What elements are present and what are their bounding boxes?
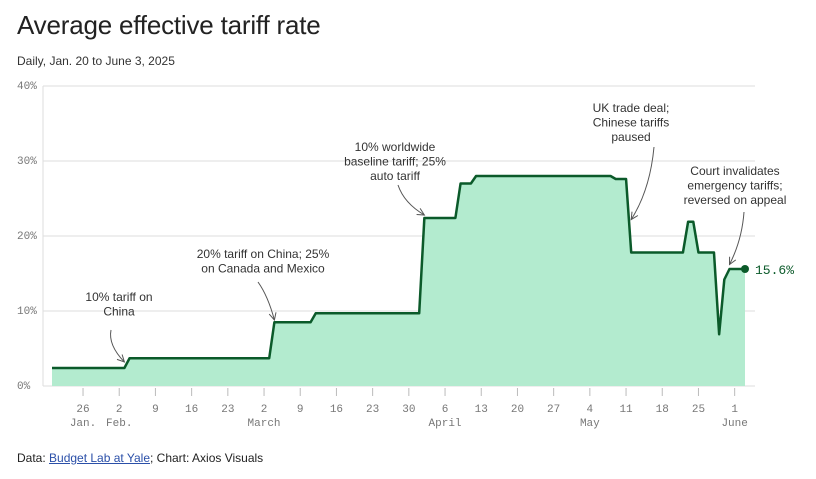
- x-month-label: May: [580, 418, 600, 430]
- x-tick-label: 20: [511, 404, 524, 416]
- annotation-text: 20% tariff on China; 25%: [197, 247, 330, 261]
- arrowhead-icon: [728, 256, 737, 266]
- x-tick-label: 11: [619, 404, 633, 416]
- x-tick-label: 13: [475, 404, 488, 416]
- annotation-arrow: [630, 146, 655, 220]
- x-tick-label: 2: [261, 404, 268, 416]
- annotation-text: paused: [611, 130, 650, 144]
- y-tick-label: 20%: [17, 231, 37, 243]
- x-tick-label: 4: [587, 404, 594, 416]
- annotation-text: Court invalidates: [690, 164, 779, 178]
- source-link[interactable]: Budget Lab at Yale: [49, 451, 150, 465]
- source-line: Data: Budget Lab at Yale; Chart: Axios V…: [17, 451, 263, 465]
- x-tick-label: 1: [731, 404, 738, 416]
- x-tick-label: 23: [366, 404, 379, 416]
- chart-subtitle: Daily, Jan. 20 to June 3, 2025: [17, 54, 175, 68]
- x-tick-label: 18: [656, 404, 669, 416]
- x-month-label: Feb.: [106, 418, 132, 430]
- annotation-arrow: [729, 211, 745, 265]
- y-tick-label: 10%: [17, 306, 37, 318]
- area-fill: [52, 176, 745, 386]
- annotation-text: reversed on appeal: [684, 193, 787, 207]
- x-tick-label: 9: [152, 404, 159, 416]
- annotation-text: on Canada and Mexico: [201, 262, 325, 276]
- annotation-text: UK trade deal;: [593, 101, 670, 115]
- annotation-text: auto tariff: [370, 169, 420, 183]
- annotation-text: China: [103, 305, 135, 319]
- x-tick-label: 6: [442, 404, 449, 416]
- source-prefix: Data:: [17, 451, 50, 465]
- end-point: [741, 265, 749, 273]
- chart-title: Average effective tariff rate: [17, 10, 321, 40]
- annotation: 20% tariff on China; 25%on Canada and Me…: [197, 247, 330, 322]
- series-line: [52, 174, 745, 370]
- x-tick-label: 25: [692, 404, 705, 416]
- arrowhead-icon: [268, 312, 277, 322]
- annotation-arrow: [110, 329, 125, 363]
- source-suffix: ; Chart: Axios Visuals: [150, 451, 264, 465]
- annotation-text: Chinese tariffs: [593, 116, 669, 130]
- annotation-text: 10% worldwide: [355, 140, 436, 154]
- x-tick-label: 16: [185, 404, 198, 416]
- x-month-label: April: [429, 418, 462, 430]
- end-value-label: 15.6%: [755, 263, 794, 278]
- x-month-label: June: [721, 418, 747, 430]
- annotation-text: emergency tariffs;: [687, 179, 782, 193]
- annotation-text: 10% tariff on: [85, 290, 152, 304]
- x-tick-label: 16: [330, 404, 343, 416]
- y-tick-label: 40%: [17, 81, 37, 93]
- x-month-label: Jan.: [70, 418, 96, 430]
- y-tick-label: 0%: [17, 381, 31, 393]
- annotation-text: baseline tariff; 25%: [344, 155, 446, 169]
- arrowhead-icon: [116, 354, 126, 363]
- area-layer: 15.6%: [52, 174, 794, 386]
- x-tick-label: 27: [547, 404, 560, 416]
- y-tick-label: 30%: [17, 156, 37, 168]
- x-tick-label: 26: [76, 404, 89, 416]
- x-tick-label: 2: [116, 404, 123, 416]
- x-month-label: March: [248, 418, 281, 430]
- x-tick-label: 23: [221, 404, 234, 416]
- arrowhead-icon: [416, 208, 426, 216]
- x-tick-label: 9: [297, 404, 304, 416]
- x-tick-label: 30: [402, 404, 415, 416]
- annotation-arrow: [397, 184, 425, 216]
- annotation-arrow: [257, 281, 275, 321]
- arrowhead-icon: [630, 211, 639, 221]
